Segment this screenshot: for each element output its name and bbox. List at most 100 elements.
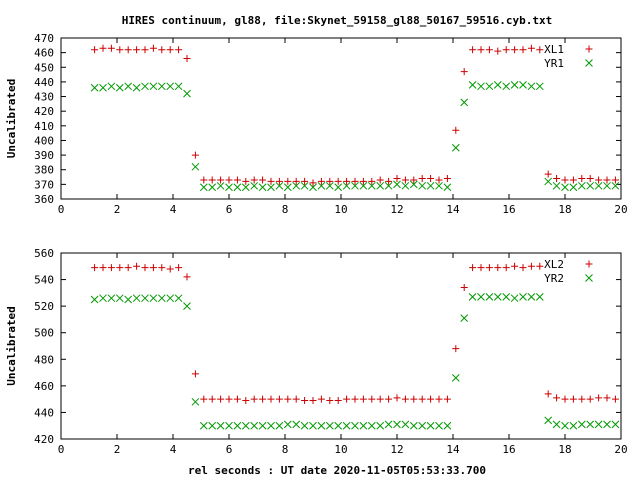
data-point [410,176,418,184]
data-point [258,421,267,430]
data-point [216,421,225,430]
data-point [242,396,250,404]
x-tick-label: 2 [114,443,121,456]
data-point [259,176,267,184]
data-point [460,68,468,76]
data-point [561,183,569,192]
data-point [309,396,317,404]
legend-label: YR2 [544,272,564,285]
data-point [443,175,451,183]
y-tick-label: 390 [34,149,54,162]
data-point [401,181,410,190]
data-point [561,395,569,403]
data-point [284,177,292,185]
data-point [301,396,309,404]
legend-label: XL2 [544,258,564,271]
x-tick-label: 2 [114,203,121,216]
data-point [325,181,334,190]
data-point [409,180,418,189]
data-point [141,294,149,303]
data-point [511,262,519,270]
data-point [132,83,141,92]
data-point [418,421,427,430]
x-tick-label: 4 [170,203,177,216]
data-point [115,294,124,303]
data-point [393,420,401,429]
data-point [367,421,376,430]
y-tick-label: 540 [34,274,54,287]
data-point [300,181,309,190]
data-point [107,44,115,52]
data-point [477,264,485,272]
data-point [443,183,452,192]
data-point [233,421,242,430]
x-tick-label: 10 [334,443,347,456]
data-point [393,180,401,189]
data-point [435,421,443,430]
data-point [175,46,183,54]
data-point [267,421,275,430]
data-point [183,54,191,62]
x-tick-label: 16 [502,443,515,456]
data-point [351,395,359,403]
data-point [435,395,443,403]
bottom-panel: 0 2 4 6 8 10 12 14 16 18 20 420 440 460 480 500 520 540 56… [5,247,628,456]
data-point [553,394,561,402]
series-xl1 [91,44,619,187]
data-point [586,175,594,183]
data-point [267,395,275,403]
data-point [90,83,99,92]
data-point [191,162,200,171]
data-point [124,295,133,304]
data-point [208,176,216,184]
data-point [309,421,317,430]
x-tick-label: 12 [390,203,403,216]
data-point [250,421,259,430]
data-point [174,82,183,91]
data-point [443,395,451,403]
y-tick-label: 360 [34,193,54,206]
x-tick-label: 14 [446,443,460,456]
chart-title: HIRES continuum, gl88, file:Skynet_59158… [122,14,552,27]
data-point [99,264,107,272]
data-point [510,80,519,89]
data-point [275,421,284,430]
data-point [225,421,233,430]
y-tick-label: 560 [34,247,54,260]
data-point [166,294,175,303]
data-point [166,46,174,54]
data-point [91,46,99,54]
data-point [225,395,233,403]
data-point [157,294,166,303]
data-point [477,292,485,301]
data-point [124,46,132,54]
data-point [107,82,116,91]
data-point [418,395,426,403]
x-tick-label: 0 [58,203,65,216]
data-point [594,420,603,429]
data-point [418,181,427,190]
data-point [217,395,225,403]
x-tick-label: 16 [502,203,515,216]
data-point [217,176,225,184]
data-point [157,82,166,91]
data-point [527,82,536,91]
data-point [115,83,124,92]
series-yr1 [90,80,620,192]
data-point [368,177,376,185]
data-point [132,294,141,303]
data-point [451,143,460,152]
data-point [199,421,208,430]
data-point [116,46,124,54]
y-tick-label: 450 [34,61,54,74]
data-point [292,181,301,190]
data-point [208,183,217,192]
data-point [586,181,595,190]
data-point [233,183,242,192]
data-point [149,82,158,91]
data-point [326,177,334,185]
data-point [199,183,208,192]
data-point [469,46,477,54]
data-point [283,183,292,192]
data-point [191,370,199,378]
